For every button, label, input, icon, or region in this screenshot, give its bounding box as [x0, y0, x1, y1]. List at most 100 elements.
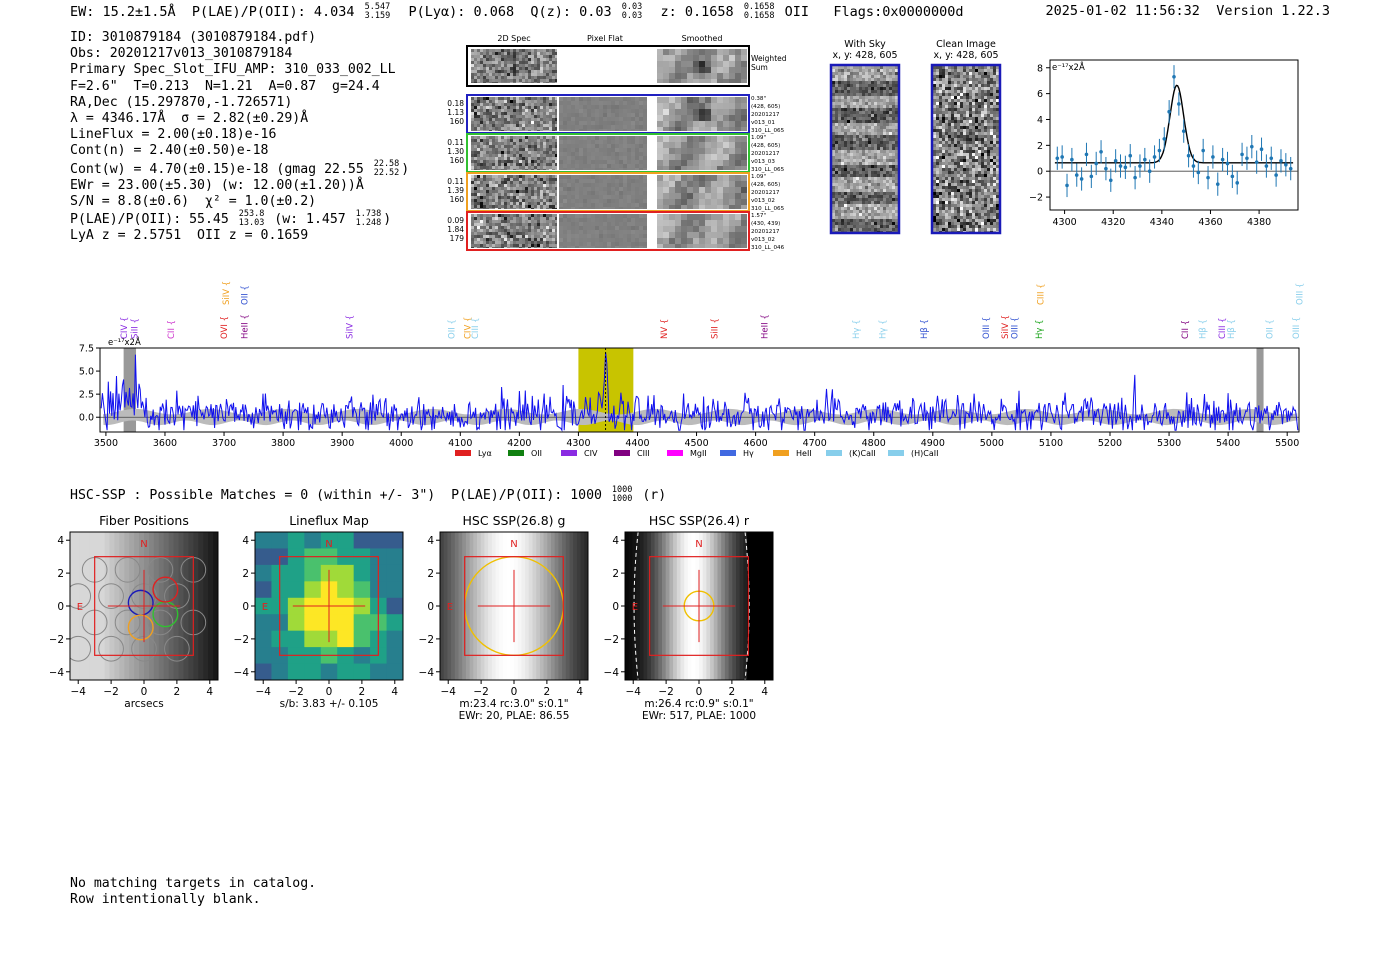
fit-data-point: [1147, 169, 1152, 174]
fiber-row-stat: 0.11: [447, 177, 464, 186]
fiber-row-info: 310_LL_046: [751, 245, 785, 251]
spec-line-marker: NV {: [660, 319, 670, 339]
thumb-x-tick-label: −2: [658, 686, 673, 698]
spec-line-marker: OVI {: [220, 316, 230, 339]
fit-data-point: [1128, 153, 1133, 158]
fiber-row-info: (428, 605): [751, 182, 780, 188]
thumb-x-tick-label: −4: [625, 686, 641, 698]
thumb-y-tick-label: −2: [419, 634, 434, 646]
hsc-aperture-edge: [633, 532, 639, 680]
thumb-y-tick-label: −2: [604, 634, 619, 646]
fit-data-point: [1162, 137, 1167, 141]
fit-x-tick-label: 4360: [1198, 217, 1222, 228]
fit-data-point: [1250, 144, 1254, 149]
spec-x-tick-label: 4700: [803, 438, 827, 449]
header-right: 2025-01-02 11:56:32 Version 1.22.3: [1046, 3, 1331, 19]
spec-x-tick-label: 4400: [625, 438, 649, 449]
spec-x-tick-label: 4900: [921, 438, 945, 449]
fit-data-point: [1191, 164, 1196, 168]
spec-x-tick-label: 3600: [153, 438, 177, 449]
cutout-col-header: Smoothed: [682, 34, 723, 43]
thumb-y-tick-label: 4: [242, 535, 249, 547]
fit-data-point: [1186, 153, 1191, 158]
fit-data-point: [1259, 147, 1264, 152]
thumb-y-tick-label: 2: [242, 568, 249, 580]
thumb-y-tick-label: 0: [57, 601, 64, 613]
thumb-y-tick-label: 4: [57, 535, 64, 547]
spec-masked-region: [1256, 348, 1264, 432]
info-line: Obs: 20201217v013_3010879184: [70, 46, 293, 62]
header-summary: EW: 15.2±1.5Å P(LAE)/P(OII): 4.034 5.547…: [70, 2, 964, 21]
thumb-y-tick-label: 2: [427, 568, 434, 580]
spec-line-marker: OIII {: [1010, 317, 1020, 339]
fit-data-point: [1264, 164, 1269, 168]
weighted-smoothed: [657, 49, 747, 83]
fiber-row-stat: 0.09: [447, 216, 464, 225]
info-line: Primary Spec_Slot_IFU_AMP: 310_033_002_L…: [70, 62, 396, 78]
fiber-row-info: v013_03: [751, 159, 775, 165]
thumb-x-tick-label: 2: [359, 686, 366, 698]
compass-north: N: [140, 539, 147, 550]
fiber-row-info: 20201217: [751, 229, 780, 235]
spec-x-tick-label: 5200: [1098, 438, 1122, 449]
with-sky-title: With Sky: [844, 39, 886, 50]
fit-data-point: [1220, 157, 1225, 162]
catalog-note-line: Row intentionally blank.: [70, 891, 261, 907]
fiber-circle: [164, 635, 190, 662]
fiber-row-frame: [466, 211, 750, 251]
fit-data-point: [1152, 155, 1157, 159]
thumb-y-tick-label: −2: [50, 634, 64, 646]
spec-line-marker: CII {: [1181, 320, 1191, 339]
compass-east: E: [262, 602, 268, 613]
thumb-box: [649, 556, 749, 656]
fit-data-point: [1177, 102, 1181, 106]
fiber-row-info: 20201217: [751, 190, 780, 196]
compass-north: N: [695, 539, 702, 550]
thumb-x-tick-label: 2: [544, 686, 551, 698]
fit-data-point: [1138, 164, 1142, 168]
fit-data-point: [1211, 155, 1215, 159]
fit-y-tick-label: 4: [1037, 115, 1043, 126]
spec-line-marker: Hγ {: [852, 319, 862, 339]
spec-line-marker: CIV {: [120, 317, 130, 339]
hsc-matches-line: HSC-SSP : Possible Matches = 0 (within +…: [70, 485, 667, 504]
fit-data-point: [1167, 109, 1171, 114]
fit-data-point: [1133, 175, 1137, 180]
info-line: Cont(n) = 2.40(±0.50)e-18: [70, 143, 269, 159]
fiber-smoothed: [657, 175, 747, 209]
fiber-row-info: (428, 605): [751, 143, 780, 149]
thumbnail-row: Fiber Positions N E −4 −4 −2 −2 0 0 2 2 4 4 arcsecs Li…: [50, 513, 774, 722]
thumb-box: [464, 556, 564, 656]
with-sky-xy: x, y: 428, 605: [832, 50, 897, 61]
fiber-row-info: v013_02: [751, 198, 775, 204]
spec-line-marker: SiIV {: [1001, 315, 1011, 339]
cutout-col-header: Pixel Flat: [587, 34, 623, 43]
spec-x-tick-label: 5400: [1216, 438, 1240, 449]
spec-plot-frame: [99, 347, 1300, 433]
fit-data-point: [1079, 177, 1084, 181]
spec-x-tick-label: 4600: [744, 438, 768, 449]
fit-data-point: [1230, 174, 1235, 179]
fit-data-point: [1143, 157, 1147, 162]
fit-x-tick-label: 4320: [1101, 217, 1125, 228]
fiber-pixel-flat: [559, 136, 647, 170]
fiber-row-stat: 1.30: [447, 147, 464, 156]
fiber-2d-spec: [471, 97, 557, 131]
fit-data-point: [1240, 152, 1244, 157]
fiber-circle: [147, 609, 174, 636]
spec-line-marker: OII {: [447, 319, 457, 339]
spec-legend-label: CIII: [637, 449, 650, 458]
info-block: ID: 3010879184 (3010879184.pdf) Obs: 2020…: [70, 30, 409, 245]
with-sky-image: [832, 66, 898, 234]
thumb-y-tick-label: −2: [234, 634, 249, 646]
fiber-2d-spec: [471, 175, 557, 209]
spec-legend-label: HeII: [796, 449, 812, 458]
spec-line-marker: Hβ {: [1227, 319, 1237, 339]
spec-x-tick-label: 4100: [448, 438, 472, 449]
spec-legend-swatch: [826, 450, 842, 456]
thumb-y-tick-label: 4: [612, 535, 619, 547]
thumb-x-tick-label: 0: [326, 686, 333, 698]
spec-line-marker: OII {: [1265, 319, 1275, 339]
spec-flux-line: [100, 352, 1299, 432]
